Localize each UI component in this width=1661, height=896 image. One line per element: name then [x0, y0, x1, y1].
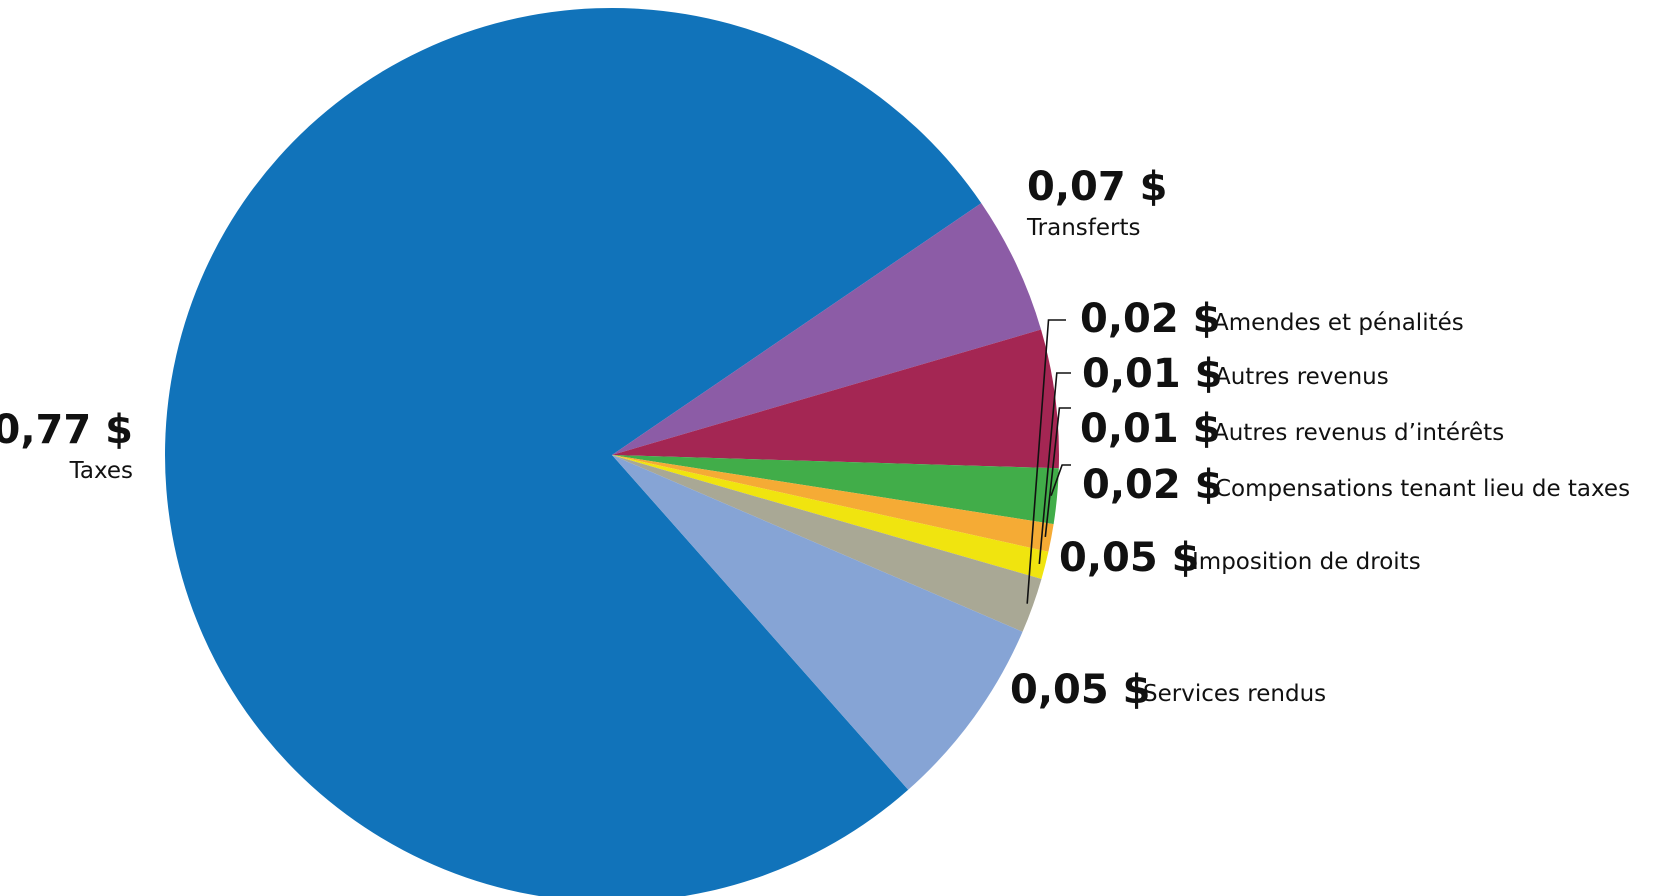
leader-line-autres-revenus-interets — [1044, 407, 1071, 537]
label-taxes-value: 0,77 $ — [0, 407, 133, 453]
label-compensations-value: 0,02 $ — [1082, 462, 1222, 508]
label-compensations-name: Compensations tenant lieu de taxes — [1215, 476, 1630, 502]
label-taxes-name: Taxes — [69, 458, 133, 484]
leader-line-amendes-penalites — [1026, 319, 1066, 604]
pie-slice-transferts — [612, 455, 1023, 790]
pie-slice-services-rendus — [612, 203, 1042, 455]
label-interets-value: 0,01 $ — [1080, 406, 1220, 452]
label-autres-revenus-value: 0,01 $ — [1082, 351, 1222, 397]
label-amendes-name: Amendes et pénalités — [1213, 310, 1464, 336]
label-autres-revenus-name: Autres revenus — [1215, 364, 1389, 390]
pie-slice-autres-revenus-interets — [612, 455, 1054, 552]
pie-slice-amendes-penalites — [612, 455, 1042, 632]
leader-line-compensations — [1050, 464, 1071, 496]
label-imposition-value: 0,05 $ — [1059, 535, 1199, 581]
label-transferts-value: 0,07 $ — [1027, 164, 1167, 210]
pie-slice-autres-revenus — [612, 455, 1049, 579]
label-transferts-name: Transferts — [1026, 215, 1140, 241]
pie-slices — [165, 8, 1059, 896]
pie-slice-taxes — [165, 8, 982, 896]
pie-slice-compensations — [612, 455, 1059, 525]
label-services-value: 0,05 $ — [1010, 667, 1150, 713]
label-services-name: Services rendus — [1143, 681, 1326, 707]
leader-lines — [1026, 319, 1071, 604]
label-imposition-name: Imposition de droits — [1192, 549, 1421, 575]
label-amendes-value: 0,02 $ — [1080, 296, 1220, 342]
label-interets-name: Autres revenus d’intérêts — [1213, 420, 1504, 446]
leader-line-autres-revenus — [1038, 372, 1071, 564]
pie-slice-imposition-de-droits — [612, 329, 1059, 469]
